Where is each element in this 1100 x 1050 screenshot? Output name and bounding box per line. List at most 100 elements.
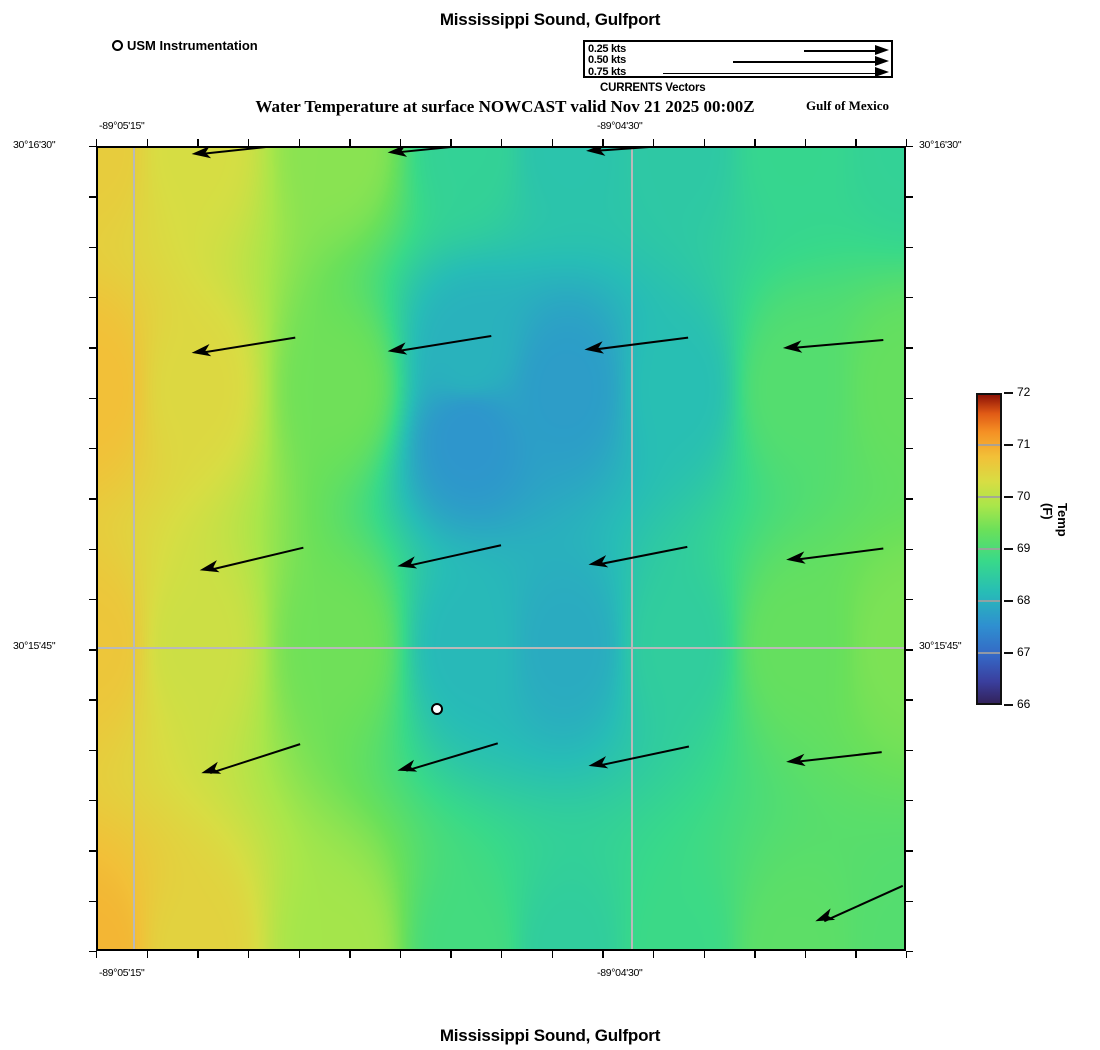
gridline-vertical	[631, 146, 633, 951]
current-vector-arrow	[588, 545, 688, 568]
axis-tick	[906, 447, 913, 450]
axis-tick	[906, 397, 913, 399]
currents-legend-shaft	[662, 72, 875, 75]
currents-legend-shaft	[804, 50, 875, 52]
axis-tick	[96, 139, 98, 146]
axis-tick	[855, 951, 857, 958]
axis-tick	[146, 139, 149, 146]
axis-tick	[89, 146, 96, 148]
axis-tick	[501, 139, 503, 146]
axis-label-right: 30°16'30"	[919, 139, 962, 151]
usm-station-marker[interactable]	[431, 703, 443, 716]
axis-tick	[703, 951, 705, 958]
colorbar-tick-label: 69	[1017, 541, 1031, 555]
colorbar-tick-label: 66	[1017, 697, 1031, 711]
axis-tick	[247, 139, 250, 146]
map-panel[interactable]: -89°05'15" -89°04'30" -89°05'15" -89°04'30"…	[13, 120, 962, 979]
open-circle-icon	[112, 39, 123, 51]
axis-tick	[89, 749, 96, 752]
currents-legend-row: 0.50 kts	[585, 54, 891, 67]
axis-tick	[501, 951, 503, 958]
axis-tick	[602, 139, 604, 146]
page-title: Mississippi Sound, Gulfport	[439, 10, 661, 29]
axis-tick	[89, 296, 96, 299]
axis-tick	[551, 951, 554, 958]
axis-tick	[89, 800, 96, 802]
current-vector-arrow	[815, 884, 904, 923]
temperature-field[interactable]	[96, 146, 906, 951]
axis-tick	[906, 296, 913, 299]
axis-tick	[298, 139, 300, 146]
axis-tick	[399, 951, 402, 958]
current-vector-arrow	[199, 546, 304, 573]
colorbar-tick-label: 71	[1017, 437, 1031, 451]
footer-title: Mississippi Sound, Gulfport	[439, 1026, 661, 1045]
axis-tick	[349, 139, 351, 146]
axis-tick	[906, 548, 913, 550]
axis-tick	[247, 951, 250, 958]
axis-tick	[399, 139, 402, 146]
axis-tick	[551, 139, 554, 146]
axis-tick	[96, 951, 98, 958]
current-vector-arrow	[588, 745, 690, 769]
current-vector-arrow	[387, 146, 471, 157]
axis-tick	[906, 699, 913, 701]
colorbar-tick-label: 68	[1017, 593, 1031, 607]
axis-tick	[652, 139, 655, 146]
axis-tick	[89, 699, 96, 701]
colorbar-title: Temp (F)	[1040, 503, 1070, 537]
axis-label-right: 30°15'45"	[919, 640, 962, 653]
axis-tick	[89, 498, 96, 500]
axis-tick	[146, 951, 149, 958]
axis-tick	[602, 951, 604, 958]
axis-tick	[906, 900, 913, 903]
colorbar-tick	[1004, 496, 1013, 498]
axis-tick	[450, 951, 452, 958]
axis-tick	[906, 749, 913, 752]
axis-tick	[754, 139, 756, 146]
current-vector-arrow	[786, 547, 884, 564]
axis-tick	[906, 951, 908, 958]
colorbar-inner-line	[978, 652, 1000, 654]
axis-tick	[804, 951, 807, 958]
arrow-head-icon	[875, 67, 889, 78]
current-vector-layer	[191, 146, 904, 923]
axis-tick	[906, 196, 913, 198]
chart-subtitle: Water Temperature at surface NOWCAST val…	[255, 97, 755, 116]
current-vector-arrow	[191, 336, 296, 357]
colorbar-tick	[1004, 444, 1013, 446]
region-label: Gulf of Mexico	[806, 98, 890, 113]
currents-legend-label: 0.75 kts	[588, 65, 626, 78]
current-vector-arrow	[387, 334, 492, 355]
axis-label-top: -89°04'30"	[597, 120, 643, 132]
axis-tick	[89, 397, 96, 399]
colorbar-tick-label: 67	[1017, 645, 1031, 659]
axis-tick	[906, 146, 913, 148]
axis-tick	[906, 347, 913, 349]
axis-tick	[703, 139, 705, 146]
axis-label-bottom: -89°04'30"	[597, 967, 643, 979]
usm-legend-label: USM Instrumentation	[127, 37, 258, 53]
axis-label-left: 30°16'30"	[13, 139, 56, 151]
currents-legend-label: 0.50 kts	[588, 54, 626, 67]
colorbar-inner-line	[978, 496, 1000, 498]
currents-vector-legend: 0.25 kts 0.50 kts 0.75 kts	[583, 40, 893, 78]
axis-label-left: 30°15'45"	[13, 640, 56, 653]
axis-label-top: -89°05'15"	[99, 120, 145, 132]
axis-tick	[89, 951, 96, 953]
current-vector-arrow	[397, 544, 502, 569]
axis-label-bottom: -89°05'15"	[99, 967, 145, 979]
gridline-vertical	[133, 146, 135, 951]
axis-tick	[906, 246, 913, 249]
axis-tick	[804, 139, 807, 146]
axis-tick	[906, 850, 913, 852]
arrow-head-icon	[875, 55, 889, 66]
axis-tick	[89, 347, 96, 349]
axis-tick	[89, 900, 96, 903]
axis-tick	[906, 800, 913, 802]
colorbar-tick	[1004, 652, 1013, 654]
current-vector-arrow	[586, 146, 664, 156]
current-vector-arrow	[397, 742, 499, 772]
temperature-raster	[96, 146, 906, 951]
current-vector-arrow	[201, 743, 301, 775]
